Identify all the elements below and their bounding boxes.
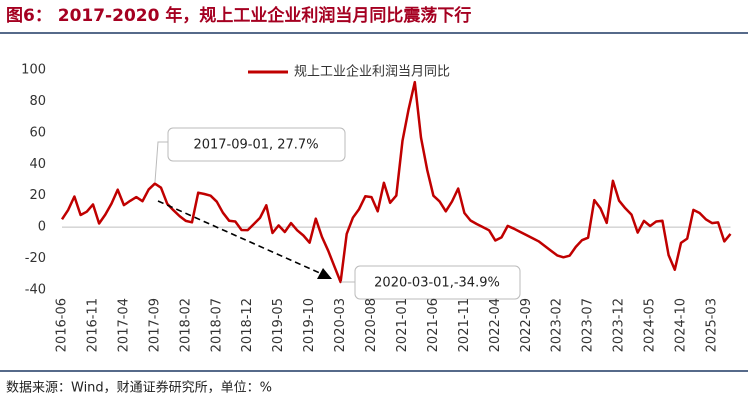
x-tick-label: 2017-09 (147, 298, 162, 352)
annotation: 2017-09-01, 27.7% (193, 138, 318, 153)
x-tick-label: 2018-07 (209, 298, 224, 352)
y-tick-label: 0 (38, 220, 46, 235)
chart-title: 图6： 2017-2020 年，规上工业企业利润当月同比震荡下行 (6, 5, 471, 26)
x-tick-label: 2016-06 (55, 298, 70, 352)
y-tick-label: -40 (25, 283, 46, 298)
x-tick-label: 2022-04 (488, 298, 503, 352)
x-tick-label: 2020-08 (364, 298, 379, 352)
x-tick-label: 2019-10 (302, 298, 317, 352)
y-tick-label: 60 (29, 125, 46, 140)
x-tick-label: 2019-05 (271, 298, 286, 352)
x-tick-label: 2016-11 (85, 298, 100, 352)
x-tick-label: 2021-01 (395, 298, 410, 352)
x-tick-label: 2020-03 (333, 298, 348, 352)
callout-box (167, 127, 346, 162)
x-tick-label: 2023-12 (612, 298, 627, 352)
x-tick-label: 2023-02 (550, 298, 565, 352)
arrow-head (317, 268, 332, 279)
x-tick-label: 2022-09 (519, 298, 534, 352)
x-tick-label: 2018-12 (240, 298, 255, 352)
y-tick-label: 100 (21, 63, 46, 78)
x-tick-label: 2024-10 (674, 298, 689, 352)
legend-label: 规上工业企业利润当月同比 (294, 64, 450, 80)
y-tick-label: 20 (29, 188, 46, 203)
trend-arrow (157, 200, 323, 275)
x-tick-label: 2024-05 (643, 298, 658, 352)
source: 数据来源：Wind，财通证券研究所，单位：% (6, 380, 272, 396)
y-tick-label: -20 (25, 251, 46, 266)
annotation: 2020-03-01,-34.9% (374, 276, 500, 291)
line-series (60, 80, 732, 284)
y-tick-label: 80 (29, 94, 46, 109)
x-tick-label: 2021-11 (457, 298, 472, 352)
y-tick-label: 40 (29, 157, 46, 172)
x-tick-label: 2025-03 (704, 298, 719, 352)
x-tick-label: 2023-07 (581, 298, 596, 352)
x-tick-label: 2021-06 (426, 298, 441, 352)
callout-pointer (154, 141, 168, 183)
x-tick-label: 2017-04 (116, 298, 131, 352)
x-tick-label: 2018-02 (178, 298, 193, 352)
